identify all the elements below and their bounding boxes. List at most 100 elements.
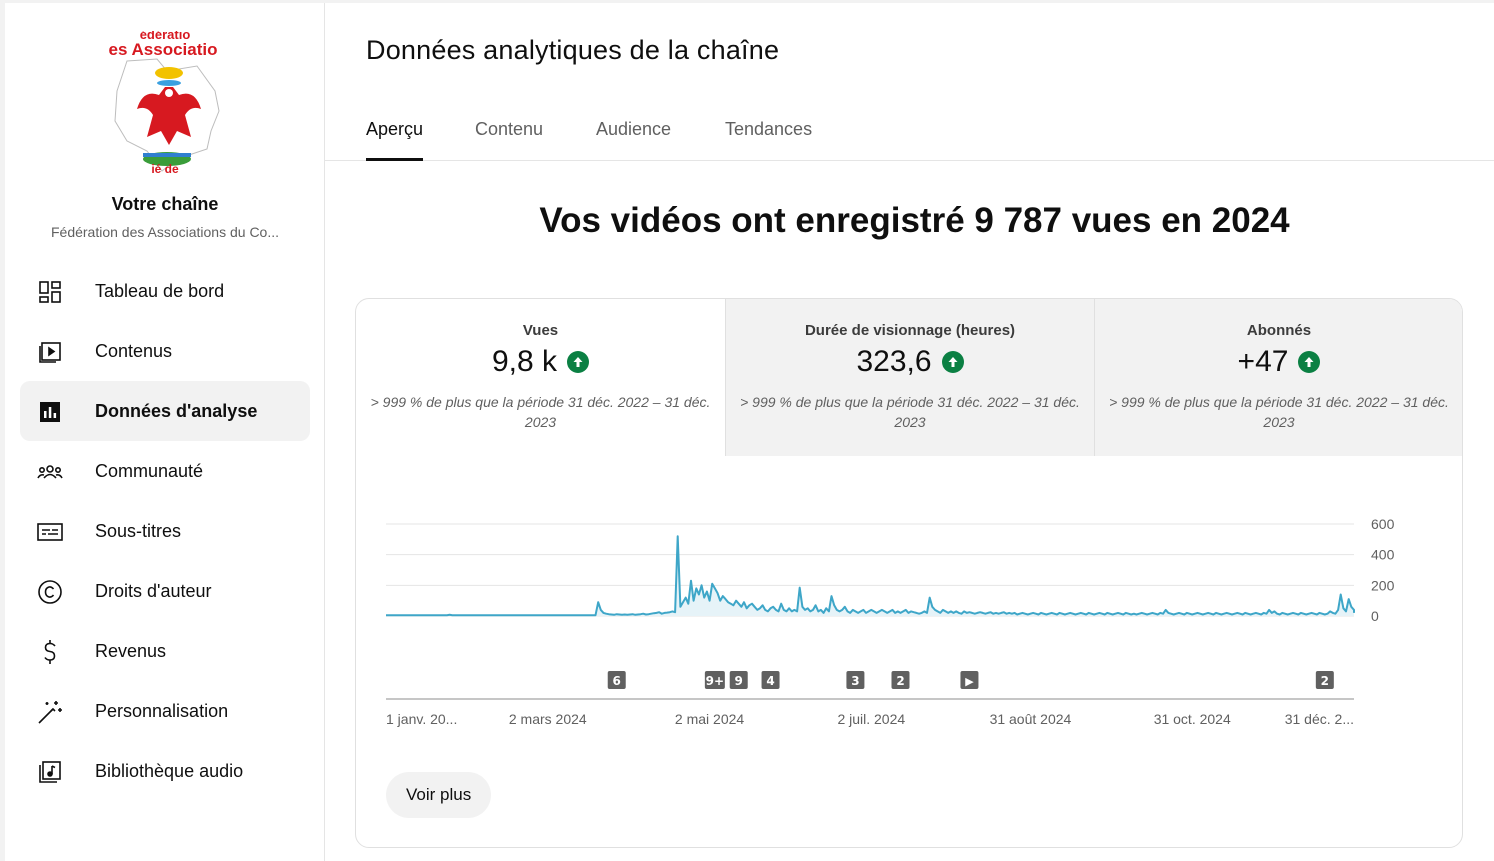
metric-tabs: Vues 9,8 k > 999 % de plus que la périod…: [356, 299, 1462, 456]
y-tick-label: 600: [1371, 516, 1395, 532]
channel-logo-image: édératio es Associatio ié de: [109, 27, 220, 176]
video-marker[interactable]: 9+: [704, 671, 725, 689]
video-marker[interactable]: 2: [891, 671, 910, 689]
metric-label: Abonnés: [1246, 322, 1312, 339]
sidebar-item-content[interactable]: Contenus: [20, 321, 310, 381]
channel-name: Fédération des Associations du Co...: [50, 224, 280, 240]
dollar-icon: [37, 639, 63, 665]
svg-text:ié de: ié de: [151, 162, 179, 173]
sidebar-item-label: Sous-titres: [95, 520, 182, 541]
sidebar-item-label: Données d'analyse: [95, 400, 258, 421]
logo-text-top: édératio: [140, 31, 191, 42]
sidebar-item-customization[interactable]: Personnalisation: [20, 681, 310, 741]
sidebar-item-label: Contenus: [95, 340, 173, 361]
channel-avatar[interactable]: édératio es Associatio ié de: [107, 27, 223, 176]
metric-value: 323,6: [856, 345, 932, 378]
series-area: [386, 536, 1354, 616]
tab-audience[interactable]: Audience: [596, 119, 672, 139]
x-tick-label: 2 juil. 2024: [837, 711, 905, 727]
video-marker[interactable]: 4: [761, 671, 780, 689]
analytics-tabs: Aperçu Contenu Audience Tendances: [325, 103, 1494, 161]
arrow-up-icon: [941, 351, 964, 373]
tab-trends[interactable]: Tendances: [725, 119, 813, 139]
analytics-icon: [37, 399, 63, 425]
metric-watch-time[interactable]: Durée de visionnage (heures) 323,6 > 999…: [725, 299, 1094, 456]
video-marker-label: ▶: [965, 675, 974, 688]
video-marker-badge: [704, 671, 725, 689]
video-marker[interactable]: 2: [1315, 671, 1334, 689]
main-content: Données analytiques de la chaîne Aperçu …: [325, 3, 1494, 861]
video-marker[interactable]: ▶: [960, 671, 979, 689]
series-line: [386, 535, 1355, 617]
video-marker-badge: [891, 671, 910, 689]
x-tick-label: 2 mars 2024: [509, 711, 587, 727]
arrow-up-icon: [1298, 351, 1321, 373]
video-marker-badge: [846, 671, 865, 689]
video-marker-label: 4: [766, 674, 774, 688]
sidebar-item-label: Bibliothèque audio: [95, 760, 244, 781]
metric-label: Durée de visionnage (heures): [804, 322, 1016, 339]
channel-title: Votre chaîne: [111, 194, 219, 214]
metric-comparison: > 999 % de plus que la période 31 déc. 2…: [1109, 394, 1449, 430]
video-marker-label: 9: [735, 674, 743, 688]
sidebar-item-dashboard[interactable]: Tableau de bord: [20, 261, 310, 321]
video-marker-label: 2: [1321, 674, 1329, 688]
tab-content[interactable]: Contenu: [475, 119, 544, 139]
top-border: [0, 0, 1494, 3]
community-icon: [37, 459, 63, 485]
y-tick-label: 200: [1371, 577, 1395, 593]
metric-label: Vues: [522, 322, 559, 339]
magic-wand-icon: [37, 699, 63, 725]
video-marker-badge: [1315, 671, 1334, 689]
video-marker[interactable]: 6: [607, 671, 626, 689]
sidebar-item-label: Tableau de bord: [95, 280, 225, 301]
y-tick-label: 400: [1371, 547, 1395, 563]
metric-subscribers[interactable]: Abonnés +47 > 999 % de plus que la pério…: [1094, 299, 1462, 456]
video-marker-badge: [960, 671, 979, 689]
views-line-chart: 0 200 400 600 6 9+ 9 4 3 2 ▶ 2 1 janv. 20... 2 mars 2…: [386, 516, 1395, 727]
page-title: Données analytiques de la chaîne: [366, 35, 780, 65]
video-marker-label: 9+: [706, 674, 724, 688]
sidebar-item-audio-library[interactable]: Bibliothèque audio: [20, 741, 310, 801]
x-tick-label: 31 oct. 2024: [1154, 711, 1231, 727]
video-marker-badge: [729, 671, 748, 689]
x-tick-label: 2 mai 2024: [675, 711, 744, 727]
video-marker-badge: [607, 671, 626, 689]
sidebar-item-community[interactable]: Communauté: [20, 441, 310, 501]
sidebar-item-label: Droits d'auteur: [95, 580, 212, 601]
metric-value: 9,8 k: [491, 345, 558, 378]
sidebar-item-subtitles[interactable]: Sous-titres: [20, 501, 310, 561]
sidebar: édératio es Associatio ié de Votre chaîn…: [5, 3, 325, 861]
y-tick-label: 0: [1371, 608, 1379, 624]
video-marker-label: 6: [613, 674, 621, 688]
video-marker-label: 3: [851, 674, 859, 688]
subtitles-icon: [37, 519, 63, 545]
sidebar-item-analytics[interactable]: Données d'analyse: [20, 381, 310, 441]
metric-value: +47: [1237, 345, 1289, 378]
tab-overview[interactable]: Aperçu: [366, 119, 424, 161]
sidebar-item-copyright[interactable]: Droits d'auteur: [20, 561, 310, 621]
video-marker[interactable]: 9: [729, 671, 748, 689]
x-tick-label: 1 janv. 20...: [386, 711, 457, 727]
sidebar-item-label: Personnalisation: [95, 700, 229, 721]
yearly-views-headline: Vos vidéos ont enregistré 9 787 vues en …: [539, 201, 1290, 240]
sidebar-item-earn[interactable]: Revenus: [20, 621, 310, 681]
audio-library-icon: [37, 759, 63, 785]
video-marker-label: 2: [896, 674, 904, 688]
sidebar-nav: Tableau de bord Contenus Données d'analy…: [20, 261, 310, 801]
dashboard-icon: [37, 279, 63, 305]
metric-comparison: > 999 % de plus que la période 31 déc. 2…: [370, 394, 711, 430]
sidebar-item-label: Revenus: [95, 640, 167, 661]
video-marker[interactable]: 3: [846, 671, 865, 689]
see-more-button[interactable]: Voir plus: [386, 772, 492, 818]
metric-comparison: > 999 % de plus que la période 31 déc. 2…: [740, 394, 1080, 430]
logo-text-main: es Associatio: [109, 40, 218, 59]
video-marker-badge: [761, 671, 780, 689]
left-border: [0, 0, 5, 861]
sidebar-item-label: Communauté: [95, 460, 204, 481]
overview-card: Vues 9,8 k > 999 % de plus que la périod…: [355, 298, 1463, 848]
content-icon: [37, 339, 63, 365]
x-tick-label: 31 août 2024: [990, 711, 1072, 727]
metric-views[interactable]: Vues 9,8 k > 999 % de plus que la périod…: [356, 299, 725, 456]
